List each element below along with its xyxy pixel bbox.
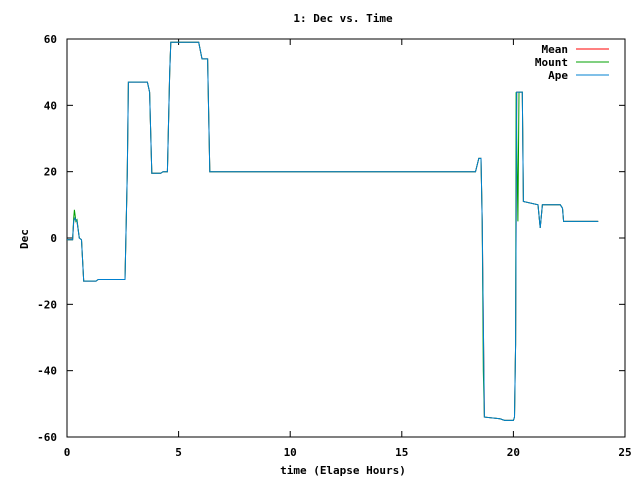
x-tick-label: 5 xyxy=(175,446,182,459)
x-tick-label: 25 xyxy=(618,446,631,459)
legend-label-mount: Mount xyxy=(535,56,568,69)
y-tick-label: -60 xyxy=(37,431,57,444)
plot-area: 0 5 10 15 20 25 -60 -40 -20 0 20 40 60 xyxy=(37,33,632,459)
y-tick-label: 40 xyxy=(44,99,57,112)
y-tick-label: 20 xyxy=(44,166,57,179)
series-line-mount xyxy=(67,41,599,421)
chart-title: 1: Dec vs. Time xyxy=(293,12,393,25)
plot-frame xyxy=(66,38,626,438)
y-tick-label: 60 xyxy=(44,33,57,46)
x-axis-label: time (Elapse Hours) xyxy=(280,464,406,477)
legend-label-mean: Mean xyxy=(542,43,569,56)
legend-label-ape: Ape xyxy=(548,69,568,82)
y-axis-label: Dec xyxy=(18,229,31,249)
series-line-ape xyxy=(67,41,599,421)
x-tick-label: 20 xyxy=(507,446,520,459)
series-lines xyxy=(67,41,599,421)
y-tick-label: -40 xyxy=(37,365,57,378)
y-tick-label: -20 xyxy=(37,298,57,311)
x-tick-label: 10 xyxy=(284,446,297,459)
y-tick-label: 0 xyxy=(50,232,57,245)
x-tick-label: 15 xyxy=(395,446,408,459)
x-tick-label: 0 xyxy=(64,446,71,459)
